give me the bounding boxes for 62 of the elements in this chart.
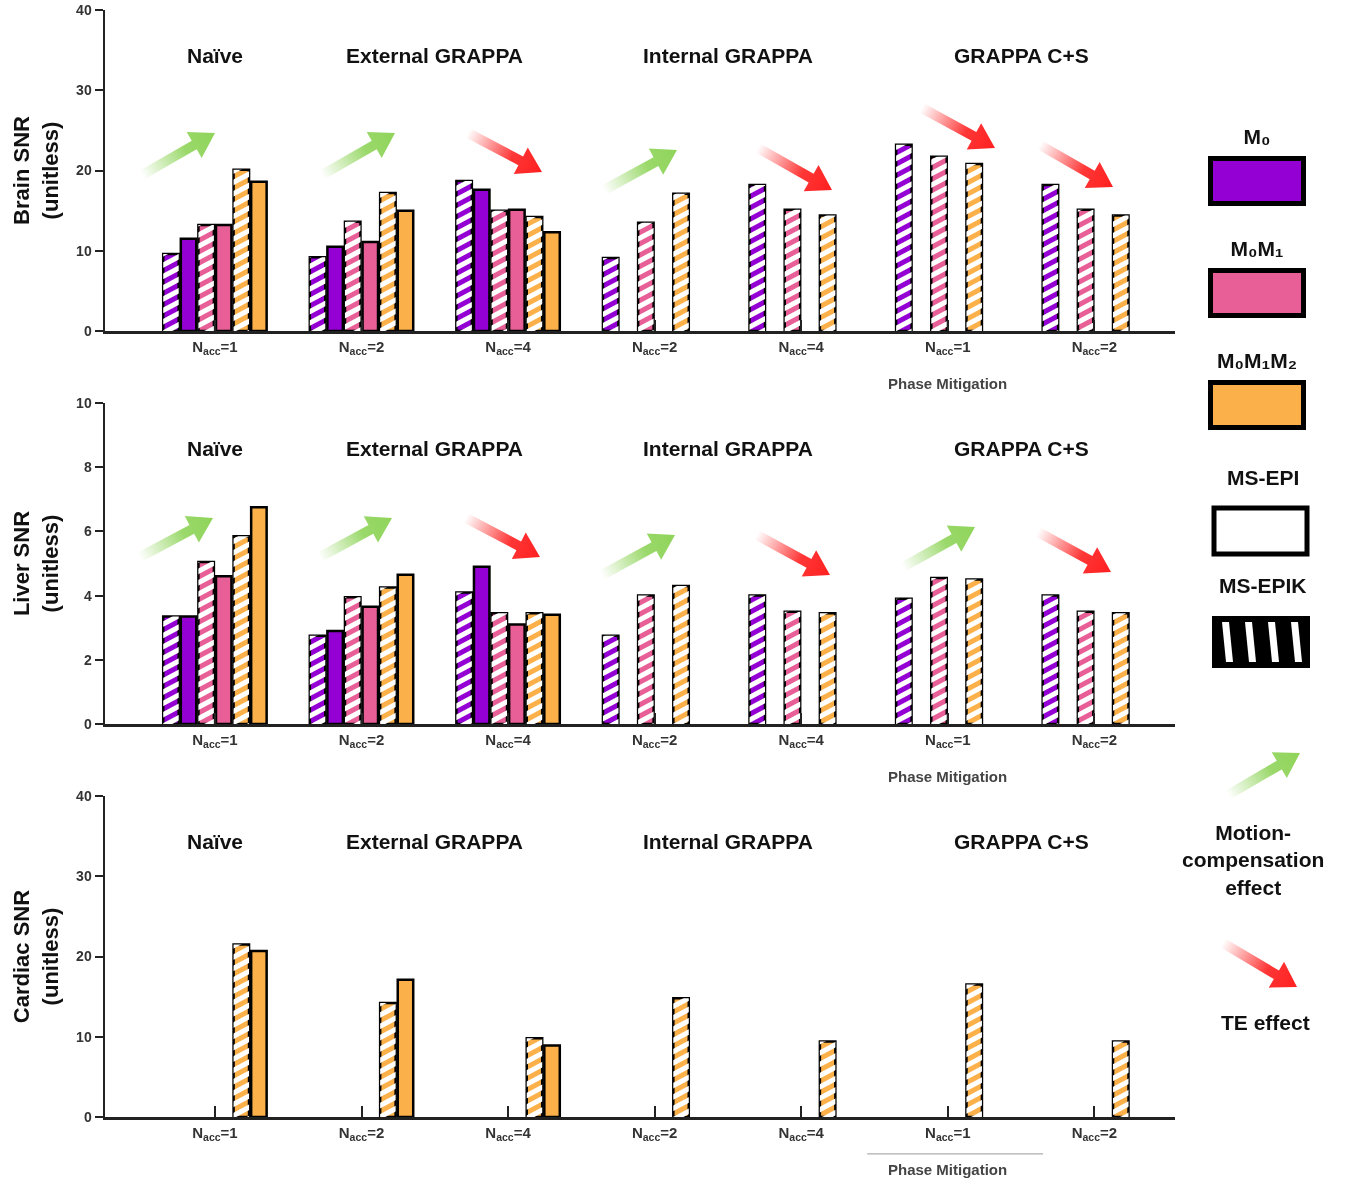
x-tick-label: N$_{acc}$=1 (925, 1123, 971, 1143)
annotation: Internal GRAPPA (643, 437, 813, 460)
text: M₀M₁ (1230, 236, 1284, 262)
x-tick-label: N$_{acc}$=2 (1071, 1123, 1118, 1143)
text: MS-EPI (1227, 466, 1300, 489)
annotation: External GRAPPA (346, 44, 523, 67)
x-tick-label: N$_{acc}$=4 (485, 730, 532, 750)
x-tick-label: N$_{acc}$=4 (778, 730, 825, 750)
y-tick-label: 30 (76, 868, 92, 885)
x-tick-label: N$_{acc}$=1 (925, 730, 971, 750)
text: Phase Mitigation (888, 1161, 1008, 1178)
x-tick-label: N$_{acc}$=2 (1071, 730, 1118, 750)
x-tick-label: N$_{acc}$=4 (485, 337, 532, 357)
y-axis-title: Liver SNR (unitless) (9, 510, 63, 617)
text: MS-EPIK (1219, 574, 1307, 597)
y-tick-label: 40 (76, 1, 92, 18)
x-tick-label: N$_{acc}$=2 (631, 730, 678, 750)
x-tick-label: N$_{acc}$=2 (631, 1123, 678, 1143)
x-tick-label: N$_{acc}$=2 (338, 337, 385, 357)
y-tick-label: 20 (76, 948, 92, 965)
annotation: External GRAPPA (346, 437, 523, 460)
annotation: Naïve (187, 830, 244, 853)
annotation: Naïve (187, 44, 244, 67)
text: Motion- compensation effect (1182, 821, 1325, 899)
y-tick-label: 0 (83, 715, 92, 732)
y-tick-label: 0 (83, 1108, 92, 1125)
x-tick-label: N$_{acc}$=1 (192, 1123, 238, 1143)
text: M₀M₁M₂ (1217, 348, 1297, 374)
annotation: GRAPPA C+S (954, 830, 1089, 853)
x-tick-label: N$_{acc}$=4 (485, 1123, 532, 1143)
x-tick-label: N$_{acc}$=4 (778, 1123, 825, 1143)
y-tick-label: 4 (83, 587, 92, 604)
annotation: External GRAPPA (346, 830, 523, 853)
x-tick-label: N$_{acc}$=4 (778, 337, 825, 357)
text: Phase Mitigation (888, 768, 1008, 785)
y-tick-label: 20 (76, 162, 92, 179)
annotation: GRAPPA C+S (954, 437, 1089, 460)
x-tick-label: N$_{acc}$=2 (631, 337, 678, 357)
y-axis-title: Brain SNR (unitless) (9, 115, 63, 225)
annotation: GRAPPA C+S (954, 44, 1089, 67)
y-tick-label: 10 (76, 242, 92, 259)
x-tick-label: N$_{acc}$=2 (338, 1123, 385, 1143)
annotation: Naïve (187, 437, 244, 460)
x-tick-label: N$_{acc}$=1 (925, 337, 971, 357)
y-tick-label: 10 (76, 1028, 92, 1045)
y-tick-label: 6 (83, 523, 92, 540)
x-tick-label: N$_{acc}$=1 (192, 337, 238, 357)
annotation: Internal GRAPPA (643, 44, 813, 67)
y-tick-label: 30 (76, 82, 92, 99)
x-tick-label: N$_{acc}$=2 (338, 730, 385, 750)
x-tick-label: N$_{acc}$=2 (1071, 337, 1118, 357)
x-tick-label: N$_{acc}$=1 (192, 730, 238, 750)
annotation: Internal GRAPPA (643, 830, 813, 853)
y-tick-label: 8 (83, 459, 92, 476)
y-tick-label: 0 (83, 322, 92, 339)
text: Phase Mitigation (888, 375, 1008, 392)
text: TE effect (1221, 1011, 1310, 1034)
y-axis-title: Cardiac SNR (unitless) (9, 889, 63, 1024)
y-tick-label: 10 (76, 394, 92, 411)
y-tick-label: 2 (83, 651, 92, 668)
y-tick-label: 40 (76, 787, 92, 804)
text: M₀ (1243, 124, 1271, 150)
